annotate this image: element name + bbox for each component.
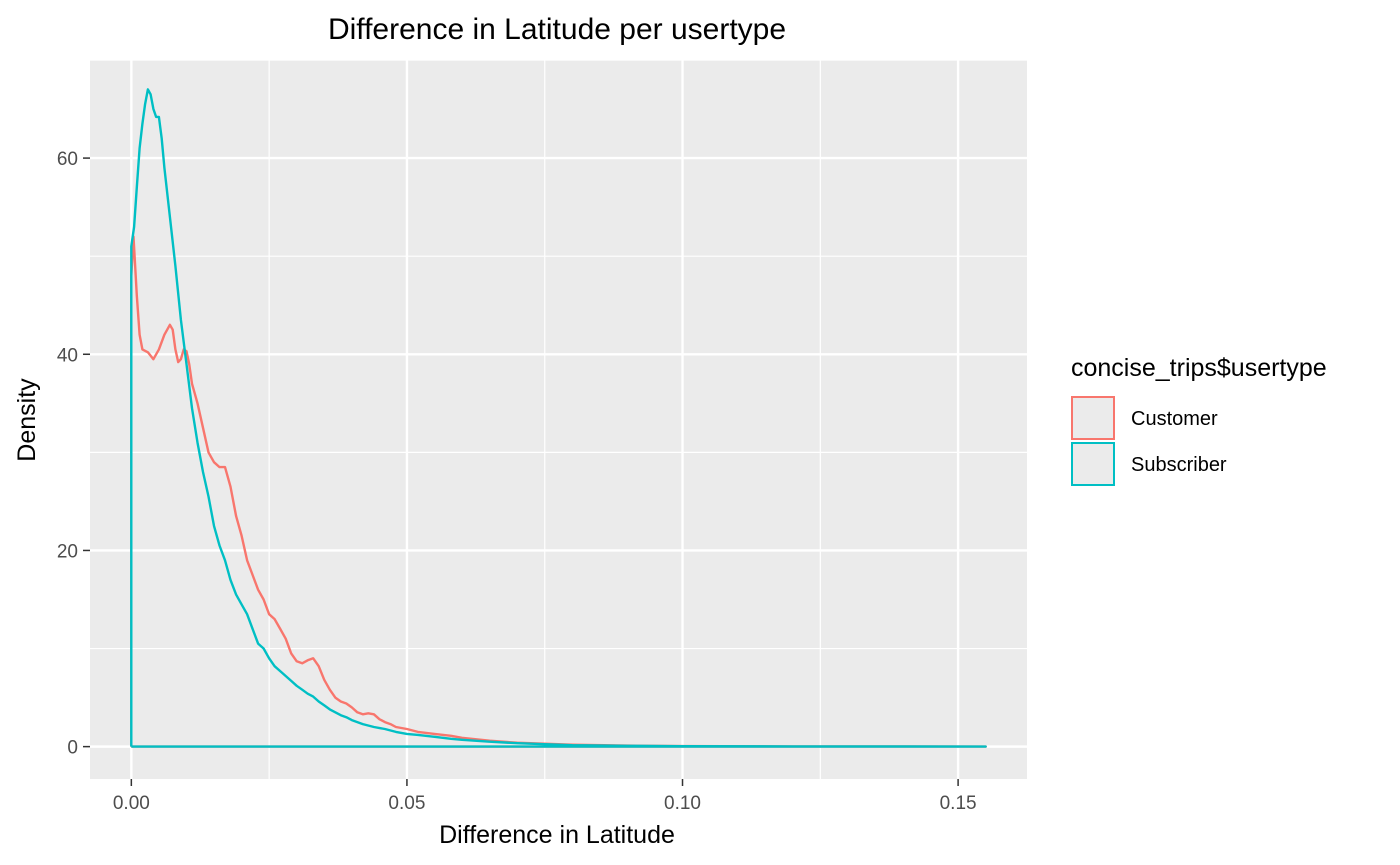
x-tick-label: 0.05 <box>388 793 425 814</box>
legend-label-subscriber: Subscriber <box>1131 454 1227 476</box>
legend-key-customer <box>1071 396 1115 440</box>
legend-title: concise_trips$usertype <box>1071 354 1327 382</box>
y-tick-label: 0 <box>67 738 78 759</box>
y-tick-label: 40 <box>57 345 78 366</box>
legend-label-customer: Customer <box>1131 408 1218 430</box>
x-tick-label: 0.00 <box>113 793 150 814</box>
x-axis-title: Difference in Latitude <box>439 821 675 849</box>
series-line-subscriber <box>130 88 987 748</box>
series-line-customer <box>130 235 987 748</box>
legend-items: Customer Subscriber <box>1071 396 1227 486</box>
x-tick-label: 0.10 <box>664 793 701 814</box>
grid-minor <box>90 59 1027 779</box>
y-tick-label: 20 <box>57 541 78 562</box>
x-axis-ticks: 0.00 0.05 0.10 0.15 <box>113 779 977 814</box>
series-layer <box>130 88 987 748</box>
legend: concise_trips$usertype Customer Subscribe… <box>1071 354 1327 486</box>
legend-key-subscriber <box>1071 442 1115 486</box>
plot-panel <box>90 60 1027 779</box>
y-axis-title: Density <box>13 378 41 462</box>
y-axis-ticks: 0 20 40 60 <box>57 149 90 759</box>
x-tick-label: 0.15 <box>940 793 977 814</box>
chart-title: Difference in Latitude per usertype <box>328 13 786 46</box>
y-tick-label: 60 <box>57 149 78 170</box>
